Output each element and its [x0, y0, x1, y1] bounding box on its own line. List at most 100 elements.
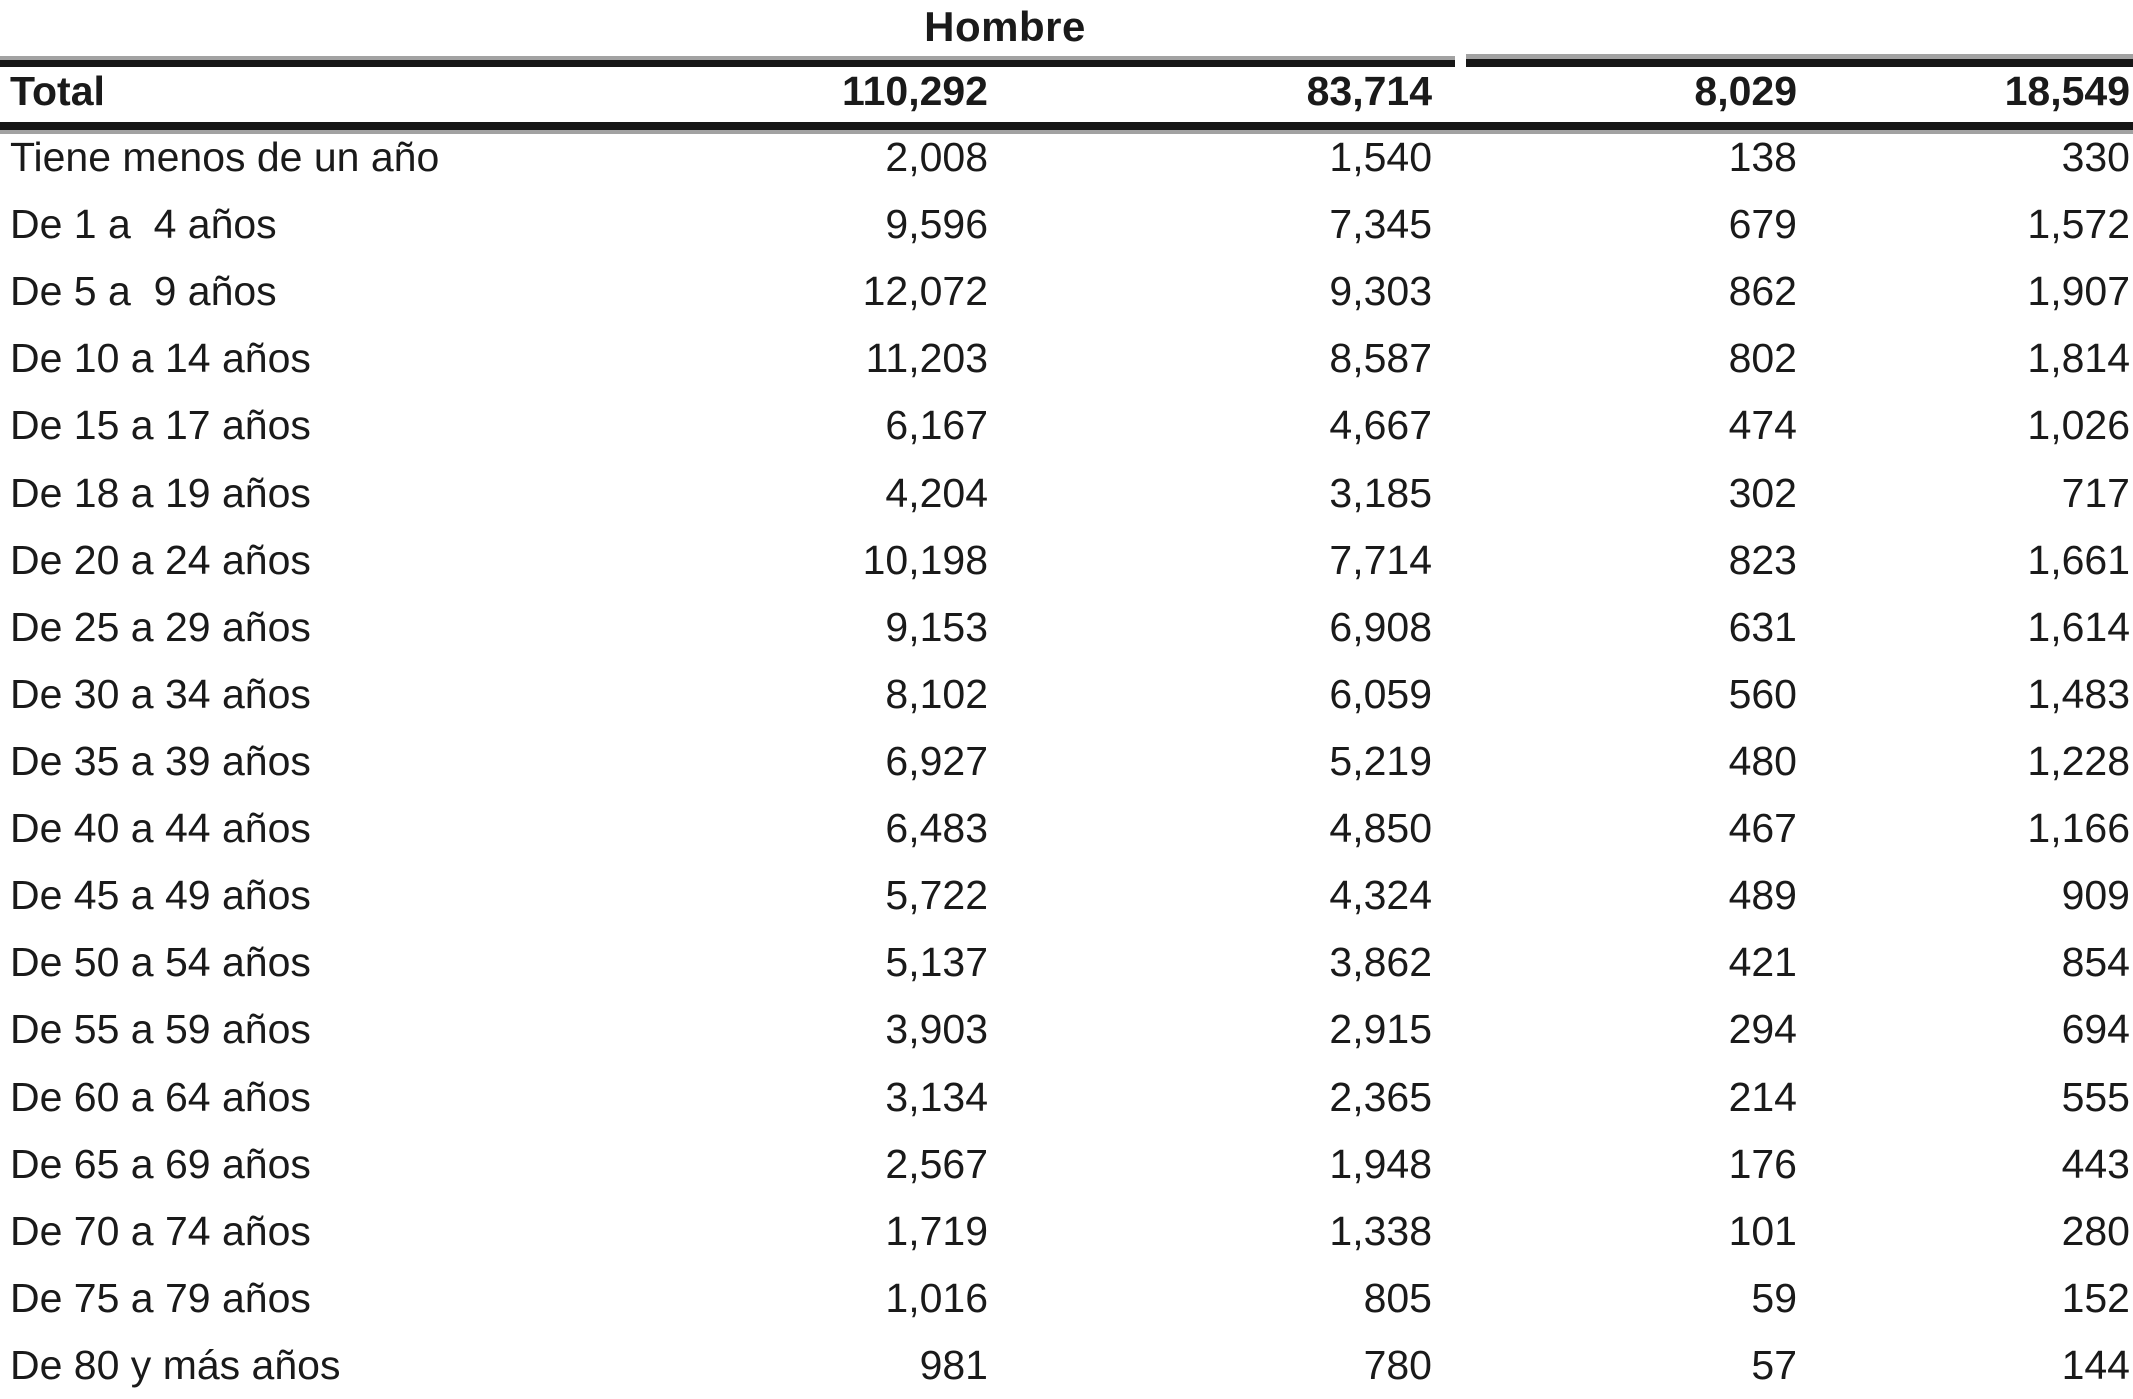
row-value-col3: 480: [1728, 738, 1797, 785]
table-row: De 20 a 24 años 10,198 7,714 823 1,661: [0, 527, 2133, 594]
total-value-col2: 83,714: [1306, 67, 1432, 114]
row-value-col1: 6,167: [885, 402, 988, 449]
header-top-rule-right-segment: [1466, 54, 2133, 67]
row-value-col4: 1,026: [2027, 402, 2130, 449]
row-value-col4: 909: [2061, 872, 2130, 919]
column-group-header: Hombre: [924, 3, 1086, 50]
row-value-col3: 823: [1728, 536, 1797, 583]
row-label: De 55 a 59 años: [10, 1006, 311, 1053]
row-value-col4: 443: [2061, 1140, 2130, 1187]
table-row: De 35 a 39 años 6,927 5,219 480 1,228: [0, 728, 2133, 795]
row-value-col4: 1,907: [2027, 268, 2130, 315]
row-value-col3: 294: [1728, 1006, 1797, 1053]
table-row: De 55 a 59 años 3,903 2,915 294 694: [0, 996, 2133, 1063]
row-value-col2: 5,219: [1329, 738, 1432, 785]
row-value-col4: 1,614: [2027, 603, 2130, 650]
row-value-col3: 57: [1751, 1342, 1797, 1389]
row-value-col3: 474: [1728, 402, 1797, 449]
row-value-col4: 144: [2061, 1342, 2130, 1389]
total-row: Total 110,292 83,714 8,029 18,549: [0, 63, 2133, 119]
table-row: De 1 a 4 años 9,596 7,345 679 1,572: [0, 191, 2133, 258]
row-value-col2: 4,324: [1329, 872, 1432, 919]
row-value-col1: 2,008: [885, 134, 988, 181]
row-value-col3: 631: [1728, 603, 1797, 650]
row-value-col1: 9,153: [885, 603, 988, 650]
row-value-col2: 4,667: [1329, 402, 1432, 449]
row-value-col1: 981: [919, 1342, 988, 1389]
row-value-col4: 280: [2061, 1207, 2130, 1254]
row-value-col2: 2,365: [1329, 1073, 1432, 1120]
row-value-col2: 9,303: [1329, 268, 1432, 315]
row-label: De 5 a 9 años: [10, 268, 277, 315]
row-value-col1: 8,102: [885, 670, 988, 717]
row-value-col4: 854: [2061, 939, 2130, 986]
row-value-col1: 1,016: [885, 1274, 988, 1321]
row-value-col2: 6,908: [1329, 603, 1432, 650]
row-value-col1: 10,198: [862, 536, 988, 583]
row-value-col1: 11,203: [865, 335, 988, 382]
row-label: De 75 a 79 años: [10, 1274, 311, 1321]
row-value-col3: 176: [1728, 1140, 1797, 1187]
row-value-col3: 214: [1728, 1073, 1797, 1120]
row-label: De 45 a 49 años: [10, 872, 311, 919]
row-value-col1: 2,567: [885, 1140, 988, 1187]
row-label: De 30 a 34 años: [10, 670, 311, 717]
row-value-col3: 467: [1728, 805, 1797, 852]
row-value-col4: 1,572: [2027, 201, 2130, 248]
total-row-bottom-rule: [0, 122, 2133, 134]
row-value-col4: 330: [2061, 134, 2130, 181]
table-row: De 30 a 34 años 8,102 6,059 560 1,483: [0, 661, 2133, 728]
row-value-col4: 1,814: [2027, 335, 2130, 382]
row-value-col2: 3,185: [1329, 469, 1432, 516]
row-value-col1: 5,137: [885, 939, 988, 986]
row-label: De 50 a 54 años: [10, 939, 311, 986]
age-group-rows: Tiene menos de un año 2,008 1,540 138 33…: [0, 124, 2133, 1399]
row-label: De 60 a 64 años: [10, 1073, 311, 1120]
row-value-col4: 694: [2061, 1006, 2130, 1053]
row-label: De 20 a 24 años: [10, 536, 311, 583]
row-label: De 1 a 4 años: [10, 201, 277, 248]
row-value-col1: 1,719: [885, 1207, 988, 1254]
row-value-col2: 3,862: [1329, 939, 1432, 986]
row-value-col2: 4,850: [1329, 805, 1432, 852]
table-row: De 40 a 44 años 6,483 4,850 467 1,166: [0, 795, 2133, 862]
row-label: De 15 a 17 años: [10, 402, 311, 449]
row-value-col1: 6,927: [885, 738, 988, 785]
row-value-col2: 7,714: [1329, 536, 1432, 583]
row-value-col4: 717: [2061, 469, 2130, 516]
row-value-col2: 1,338: [1329, 1207, 1432, 1254]
row-value-col1: 9,596: [885, 201, 988, 248]
total-value-col4: 18,549: [2004, 67, 2130, 114]
row-value-col2: 8,587: [1329, 335, 1432, 382]
row-value-col4: 152: [2061, 1274, 2130, 1321]
table-row: De 50 a 54 años 5,137 3,862 421 854: [0, 929, 2133, 996]
row-value-col2: 6,059: [1329, 670, 1432, 717]
row-value-col3: 679: [1728, 201, 1797, 248]
total-value-col3: 8,029: [1694, 67, 1797, 114]
row-label: De 18 a 19 años: [10, 469, 311, 516]
row-value-col2: 780: [1363, 1342, 1432, 1389]
row-label: De 25 a 29 años: [10, 603, 311, 650]
row-value-col1: 3,134: [885, 1073, 988, 1120]
row-value-col3: 489: [1728, 872, 1797, 919]
table-row: De 10 a 14 años 11,203 8,587 802 1,814: [0, 325, 2133, 392]
row-value-col4: 1,483: [2027, 670, 2130, 717]
row-label: De 40 a 44 años: [10, 805, 311, 852]
row-value-col1: 6,483: [885, 805, 988, 852]
row-value-col4: 1,228: [2027, 738, 2130, 785]
table-row: De 60 a 64 años 3,134 2,365 214 555: [0, 1064, 2133, 1131]
row-value-col3: 560: [1728, 670, 1797, 717]
table-row: De 65 a 69 años 2,567 1,948 176 443: [0, 1131, 2133, 1198]
row-value-col4: 1,166: [2027, 805, 2130, 852]
total-value-col1: 110,292: [842, 67, 988, 114]
table-row: De 75 a 79 años 1,016 805 59 152: [0, 1265, 2133, 1332]
row-value-col1: 12,072: [862, 268, 988, 315]
row-value-col1: 3,903: [885, 1006, 988, 1053]
table-row: De 18 a 19 años 4,204 3,185 302 717: [0, 460, 2133, 527]
row-value-col4: 555: [2061, 1073, 2130, 1120]
row-label: De 65 a 69 años: [10, 1140, 311, 1187]
row-value-col4: 1,661: [2027, 536, 2130, 583]
total-row-label: Total: [10, 67, 105, 114]
row-value-col1: 4,204: [885, 469, 988, 516]
row-value-col3: 421: [1728, 939, 1797, 986]
